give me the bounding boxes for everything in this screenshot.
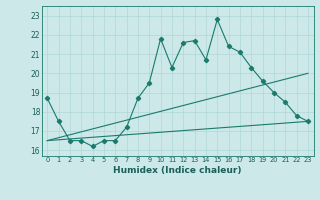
X-axis label: Humidex (Indice chaleur): Humidex (Indice chaleur) bbox=[113, 166, 242, 175]
